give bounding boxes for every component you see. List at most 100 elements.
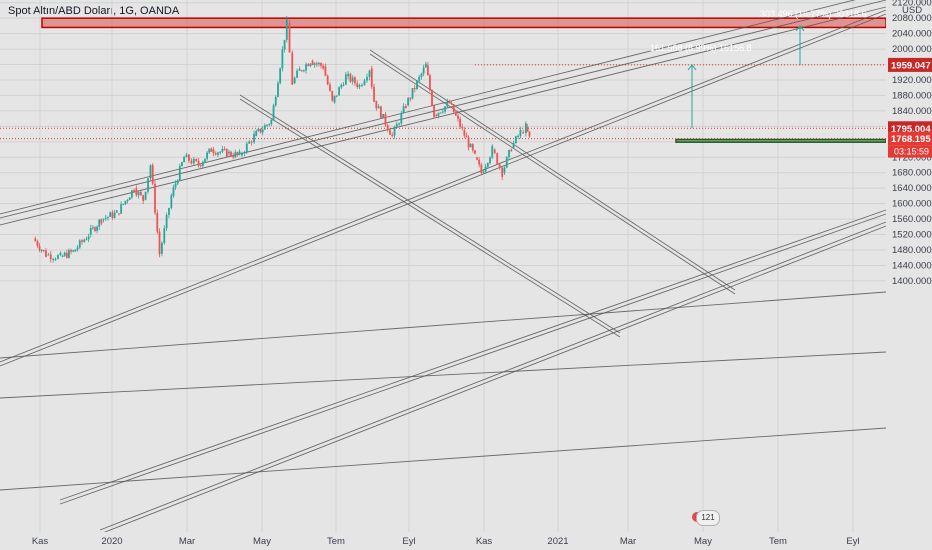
candle-body <box>259 128 262 133</box>
price-tick-label: 1880.000 <box>892 90 932 101</box>
candle-body <box>115 210 118 213</box>
candle-body <box>96 226 99 231</box>
resistance-zone[interactable] <box>41 17 887 29</box>
candle-body <box>274 96 277 106</box>
support-zone[interactable] <box>675 138 887 143</box>
candle-body <box>270 119 273 125</box>
candle-body <box>104 217 107 219</box>
time-tick-label: Eyl <box>402 536 415 547</box>
price-tick-label: 1920.000 <box>892 75 932 86</box>
trendline <box>0 6 887 226</box>
arrow-head-icon <box>687 64 697 71</box>
candle-body <box>253 133 255 143</box>
price-tick-label: 1560.000 <box>892 214 932 225</box>
candle-body <box>517 135 520 137</box>
candle-body <box>496 153 499 165</box>
candle-body <box>311 60 314 65</box>
candle-body <box>142 195 145 201</box>
candle-body <box>302 70 305 72</box>
candle-body <box>83 239 86 242</box>
time-axis-bg <box>0 532 888 550</box>
candle-body <box>100 219 103 224</box>
candle-body <box>176 180 179 184</box>
candle-body <box>72 250 75 252</box>
trendline <box>369 49 736 291</box>
candle-body <box>98 219 101 227</box>
candle-body <box>514 136 517 144</box>
candle-body <box>435 114 438 116</box>
candle-body <box>307 64 310 67</box>
time-tick-label: Mar <box>620 536 636 547</box>
candle-body <box>305 64 307 71</box>
candle-body <box>313 63 316 65</box>
price-tick-label: 1520.000 <box>892 230 932 241</box>
candle-body <box>420 73 423 77</box>
candle-body <box>266 124 268 126</box>
candle-body <box>172 187 175 196</box>
time-tick-label: Mar <box>179 536 195 547</box>
candle-body <box>57 255 59 259</box>
candle-body <box>439 112 442 114</box>
candle-body <box>158 231 161 255</box>
candle-body <box>469 144 472 148</box>
candle-body <box>370 68 373 87</box>
price-tick-label: 1840.000 <box>892 106 932 117</box>
events-badge[interactable]: 121 <box>696 510 720 526</box>
candle-body <box>91 227 94 229</box>
candle-body <box>309 63 312 67</box>
candle-body <box>474 150 476 154</box>
candle-body <box>404 106 407 108</box>
candle-body <box>63 252 66 256</box>
candle-body <box>457 115 459 119</box>
trendline <box>99 221 887 531</box>
countdown-label: 03:15:59 <box>894 147 929 157</box>
candle-body <box>416 80 418 89</box>
annotations: 303.496 (16.77%) 30318.6 161.568 (8.99%) … <box>650 9 867 129</box>
candle-body <box>448 101 451 104</box>
candle-body <box>250 141 253 143</box>
candle-body <box>45 250 47 257</box>
time-tick-label: 2020 <box>101 536 122 547</box>
candle-body <box>144 191 147 200</box>
candle-body <box>524 123 527 134</box>
candle-body <box>78 240 81 248</box>
countdown-bg <box>888 145 932 158</box>
candle-body <box>320 63 322 66</box>
candle-body <box>379 106 382 118</box>
trendline <box>0 291 887 359</box>
candle-body <box>70 250 72 252</box>
grid <box>0 0 886 532</box>
candle-body <box>298 68 301 71</box>
candle-body <box>241 153 243 156</box>
candle-body <box>293 77 296 84</box>
candle-body <box>354 77 356 84</box>
candle-body <box>81 240 83 242</box>
candle-body <box>87 236 90 240</box>
candle-body <box>206 152 209 159</box>
candle-body <box>219 151 222 153</box>
price-tag-current-bg <box>888 131 932 146</box>
candle-body <box>107 216 109 218</box>
candle-body <box>395 124 398 127</box>
candle-body <box>52 259 55 261</box>
price-tick-label: 2080.000 <box>892 13 932 24</box>
candle-body <box>131 190 133 198</box>
price-axis-bg <box>886 0 932 550</box>
candle-body <box>493 149 496 154</box>
trendline <box>99 225 887 535</box>
candle-body <box>467 137 470 148</box>
price-tick-label: 1680.000 <box>892 168 932 179</box>
candle-body <box>351 77 354 82</box>
candle-body <box>446 101 449 107</box>
time-tick-label: Tem <box>327 536 345 547</box>
time-tick-label: 2021 <box>547 536 568 547</box>
candle-body <box>149 165 152 179</box>
candle-body <box>54 258 57 260</box>
price-tick-label: 1440.000 <box>892 260 932 271</box>
candle-body <box>49 254 52 260</box>
candle-body <box>450 103 453 105</box>
candle-body <box>413 88 416 90</box>
candle-body <box>221 149 224 152</box>
price-tag-current: 1768.195 <box>891 134 931 145</box>
